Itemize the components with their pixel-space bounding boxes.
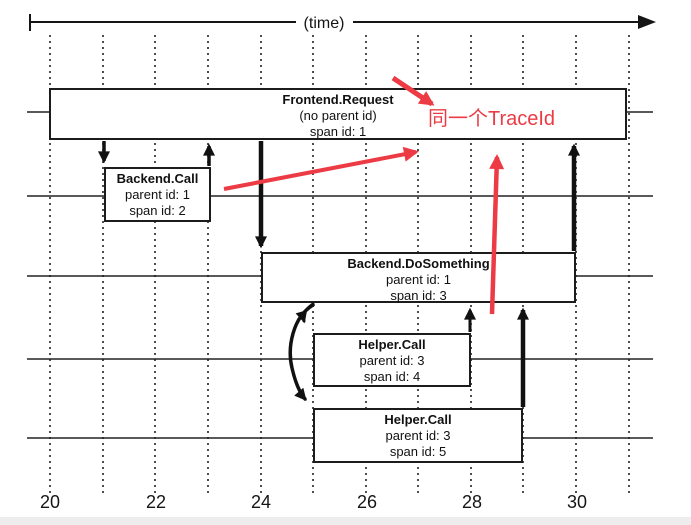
- span-box-helper-call-4: Helper.Call parent id: 3 span id: 4: [313, 333, 471, 387]
- annotation-arrows: [223, 75, 505, 315]
- span-id: span id: 4: [363, 369, 421, 384]
- call-arrows: [98, 141, 580, 407]
- span-parent-id: parent id: 1: [385, 272, 452, 287]
- span-box-helper-call-5: Helper.Call parent id: 3 span id: 5: [313, 408, 523, 463]
- span-id: span id: 1: [309, 124, 367, 139]
- time-axis-label: (time): [304, 15, 345, 32]
- span-title: Backend.Call: [116, 171, 199, 186]
- span-box-frontend-request: Frontend.Request (no parent id) span id:…: [49, 88, 627, 140]
- span-parent-id: parent id: 1: [124, 187, 191, 202]
- span-title: Frontend.Request: [282, 92, 394, 107]
- axis-tick-label: 20: [39, 492, 61, 512]
- axis-tick-label: 28: [461, 492, 483, 512]
- span-title: Backend.DoSomething: [347, 256, 490, 271]
- time-axis: [29, 14, 656, 31]
- span-parent-id: (no parent id): [299, 108, 377, 123]
- span-box-backend-call: Backend.Call parent id: 1 span id: 2: [104, 167, 211, 222]
- red-arrow-diagonal: [223, 146, 419, 191]
- span-title: Helper.Call: [384, 412, 452, 427]
- red-arrow-vertical: [489, 154, 505, 315]
- axis-tick-label: 30: [566, 492, 588, 512]
- span-title: Helper.Call: [358, 337, 426, 352]
- red-arrow-top: [391, 75, 435, 107]
- span-id: span id: 2: [129, 203, 186, 218]
- arrow-dosomething-to-helper5: [288, 303, 315, 401]
- trace-id-annotation: 同一个TraceId: [428, 108, 556, 130]
- axis-tick-label: 26: [356, 492, 378, 512]
- span-parent-id: parent id: 3: [385, 428, 451, 443]
- span-id: span id: 3: [390, 288, 447, 303]
- span-box-backend-dosomething: Backend.DoSomething parent id: 1 span id…: [261, 252, 576, 303]
- axis-tick-label: 24: [250, 492, 272, 512]
- span-parent-id: parent id: 3: [359, 353, 425, 368]
- span-lifelines: [27, 111, 653, 439]
- span-id: span id: 5: [389, 444, 447, 459]
- axis-tick-label: 22: [145, 492, 167, 512]
- window-bottom-strip: [0, 517, 691, 525]
